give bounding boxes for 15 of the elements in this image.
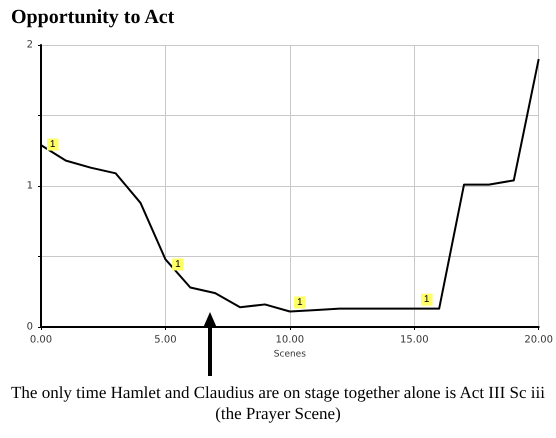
x-tick-label: 15.00 xyxy=(400,334,429,346)
y-tick-label: 1 xyxy=(26,180,33,192)
y-tick-label: 0 xyxy=(26,322,33,332)
x-tick-label: 10.00 xyxy=(276,334,304,346)
annotation: 1 xyxy=(424,294,430,306)
annotation: 1 xyxy=(297,296,304,308)
x-axis-title: Scenes xyxy=(274,349,306,360)
text: The only time Hamlet and Claudius are on stage together alone is Act III Sc iii (the Prayer Scene) xyxy=(10,382,546,424)
x-tick-label: 5.00 xyxy=(154,334,177,346)
chart-title: Opportunity to Act xyxy=(11,6,175,28)
x-tick-label: 0.00 xyxy=(30,334,52,346)
y-tick-label: 2 xyxy=(26,40,33,50)
x-tick-label: 20.00 xyxy=(524,334,554,346)
annotation: 1 xyxy=(175,258,182,270)
annotation: 1 xyxy=(50,139,56,150)
